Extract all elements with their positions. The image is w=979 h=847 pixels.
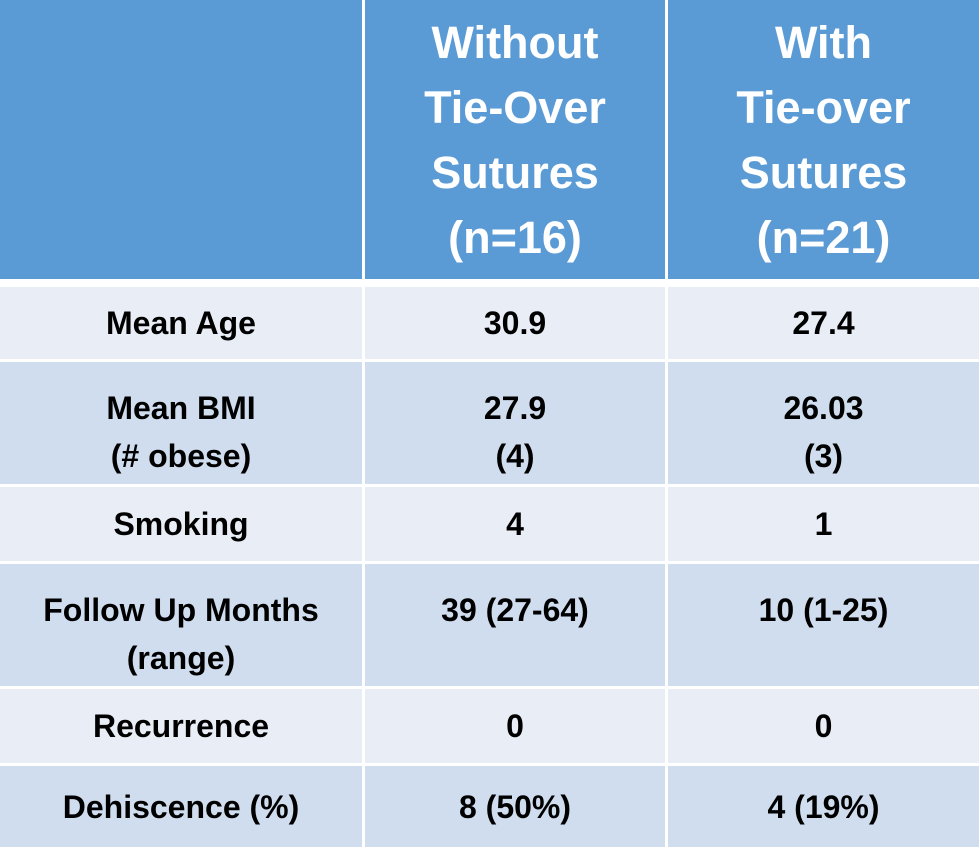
cell-text: 8 (50%) [458,788,572,825]
cell-recurrence-without: 0 [365,689,668,766]
cell-text: 27.4 [792,305,855,341]
cell-text: (4) [495,438,535,474]
cell-text: Follow Up Months [43,592,319,628]
cell-text: 27.9 [483,390,547,426]
cell-text: Mean BMI [106,390,256,426]
cell-follow-up-without: 39 (27-64) [365,564,668,689]
cell-dehiscence-without: 8 (50%) [365,766,668,847]
cell-smoking-with: 1 [668,487,979,564]
cell-text: Dehiscence (%) [62,788,300,825]
cell-dehiscence-with: 4 (19%) [668,766,979,847]
cell-recurrence-with: 0 [668,689,979,766]
row-label-dehiscence: Dehiscence (%) [0,766,365,847]
header-text: (n=16) [448,211,582,263]
header-with-tie-over: With Tie-over Sutures (n=21) [668,0,979,287]
header-text: Without [431,16,599,68]
row-label-mean-age: Mean Age [0,287,365,362]
row-label-mean-bmi: Mean BMI (# obese) [0,362,365,487]
header-text: Tie-over [736,81,911,133]
cell-text: 39 (27-64) [441,592,589,628]
cell-smoking-without: 4 [365,487,668,564]
row-label-follow-up: Follow Up Months (range) [0,564,365,689]
cell-mean-age-with: 27.4 [668,287,979,362]
row-label-smoking: Smoking [0,487,365,564]
cell-text: (range) [126,640,236,676]
cell-text: (# obese) [110,438,252,474]
cell-text: 30.9 [483,305,547,341]
cell-text: 0 [506,708,524,744]
cell-text: Recurrence [92,708,270,744]
cell-text: Mean Age [106,305,256,341]
header-text: Sutures [739,146,908,198]
cell-follow-up-with: 10 (1-25) [668,564,979,689]
cell-text: 4 (19%) [767,788,880,825]
cell-text: 0 [814,708,833,744]
cell-text: Smoking [113,506,249,542]
cell-text: 1 [814,506,833,542]
cell-text: 10 (1-25) [758,592,889,628]
row-label-recurrence: Recurrence [0,689,365,766]
header-empty-cell [0,0,365,287]
header-text: (n=21) [756,211,891,263]
header-text: With [774,16,873,68]
header-without-tie-over: Without Tie-Over Sutures (n=16) [365,0,668,287]
header-text: Tie-Over [424,81,606,133]
cell-mean-bmi-with: 26.03 (3) [668,362,979,487]
header-text: Sutures [431,146,599,198]
cell-mean-bmi-without: 27.9 (4) [365,362,668,487]
cell-text: 26.03 [783,390,864,426]
cell-text: (3) [803,438,844,474]
cell-mean-age-without: 30.9 [365,287,668,362]
cell-text: 4 [506,506,524,542]
